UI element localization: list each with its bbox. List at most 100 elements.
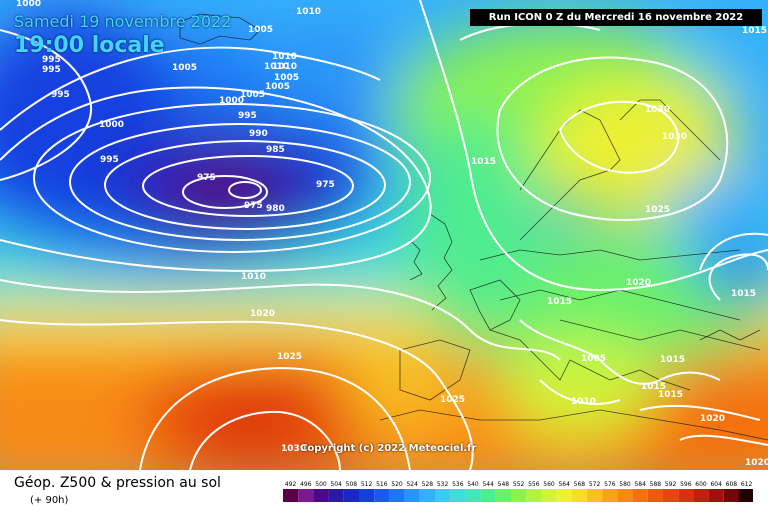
legend-swatch: [526, 489, 542, 502]
isobar-label: 1015: [731, 289, 756, 299]
legend-swatch: [663, 489, 679, 502]
isobar-label: 1015: [471, 157, 496, 167]
isobar-label: 995: [51, 90, 70, 100]
isobar-label: 1020: [250, 309, 275, 319]
isobar-label: 1020: [700, 414, 725, 424]
isobar-label: 1010: [272, 52, 297, 62]
legend-swatch: [283, 489, 299, 502]
isobar-label: 975: [197, 173, 216, 183]
legend-value: 588: [650, 481, 662, 488]
lead-time: (+ 90h): [30, 495, 69, 506]
legend-value: 600: [695, 481, 707, 488]
isobar-label-top-right: 1015: [742, 26, 767, 36]
isobar-label: 1015: [658, 390, 683, 400]
isobar-label: 1015: [660, 355, 685, 365]
legend-value: 608: [726, 481, 738, 488]
isobar-label: 1005: [581, 354, 606, 364]
isobar-label: 1015: [547, 297, 572, 307]
isobar-label: 975: [244, 201, 263, 211]
legend-value: 592: [665, 481, 677, 488]
forecast-date: Samedi 19 novembre 2022: [14, 12, 232, 31]
legend-swatch: [647, 489, 663, 502]
legend-swatch: [708, 489, 724, 502]
coastlines: [179, 13, 768, 441]
isobar-label: 1000: [219, 96, 244, 106]
isobar-label: 995: [42, 55, 61, 65]
legend-swatch: [632, 489, 648, 502]
isobar-label: 1015: [641, 382, 666, 392]
color-legend: 492 496 500 504 508 512 516 520 524 528 532 536 540 5…: [283, 481, 753, 502]
legend-swatch: [404, 489, 420, 502]
isobar-label: 1010: [241, 272, 266, 282]
model-run-banner: Run ICON 0 Z du Mercredi 16 novembre 202…: [470, 9, 762, 26]
legend-value: 508: [346, 481, 358, 488]
legend-swatch: [693, 489, 709, 502]
legend-swatch: [723, 489, 739, 502]
legend-value: 548: [498, 481, 510, 488]
legend-value: 552: [513, 481, 525, 488]
legend-value: 560: [543, 481, 555, 488]
isobar-label: 1010: [296, 7, 321, 17]
forecast-time: 19:00 locale: [14, 33, 165, 58]
isobar-label: 1010: [571, 397, 596, 407]
isobar-label: 1020: [626, 278, 651, 288]
isobar-label: 1010: [272, 62, 297, 72]
isobar-label: 995: [238, 111, 257, 121]
legend-swatch: [389, 489, 405, 502]
legend-value: 540: [467, 481, 479, 488]
legend-value: 528: [422, 481, 434, 488]
isobar-label: 1005: [265, 82, 290, 92]
legend-value: 564: [558, 481, 570, 488]
legend-swatch: [495, 489, 511, 502]
legend-swatch: [328, 489, 344, 502]
isobar-label: 1030: [645, 105, 670, 115]
isobar-label: 985: [266, 145, 285, 155]
isobar-label: 995: [100, 155, 119, 165]
footer-bar: Géop. Z500 & pression au sol (+ 90h) 492…: [0, 470, 768, 512]
isobar-label: 1000: [16, 0, 41, 9]
legend-value: 568: [574, 481, 586, 488]
legend-value: 512: [361, 481, 373, 488]
isobar-label: 1005: [274, 73, 299, 83]
legend-value: 580: [619, 481, 631, 488]
legend-swatch: [678, 489, 694, 502]
legend-value: 556: [528, 481, 540, 488]
legend-swatch: [480, 489, 496, 502]
legend-swatch: [617, 489, 633, 502]
legend-swatch: [556, 489, 572, 502]
legend-swatch: [313, 489, 329, 502]
legend-value: 612: [741, 481, 753, 488]
isobar-label: 1025: [645, 205, 670, 215]
legend-swatch: [359, 489, 375, 502]
legend-value: 596: [680, 481, 692, 488]
legend-swatch: [541, 489, 557, 502]
legend-value: 572: [589, 481, 601, 488]
legend-value: 492: [285, 481, 297, 488]
isobar-label: 1030: [281, 444, 306, 454]
legend-swatch: [739, 489, 753, 502]
legend-swatch: [450, 489, 466, 502]
legend-value: 584: [634, 481, 646, 488]
legend-swatch: [343, 489, 359, 502]
legend-value: 532: [437, 481, 449, 488]
product-title: Géop. Z500 & pression au sol: [14, 475, 221, 491]
isobar-label: 1025: [440, 395, 465, 405]
legend-value: 496: [300, 481, 312, 488]
isobar-label: 1005: [240, 90, 265, 100]
isobar-labels: 1000101010059959959951005101010101010100…: [16, 0, 768, 468]
legend-swatch: [571, 489, 587, 502]
isobar-label: 1005: [248, 25, 273, 35]
model-run-text: Run ICON 0 Z du Mercredi 16 novembre 202…: [488, 12, 744, 23]
legend-swatch: [374, 489, 390, 502]
legend-value: 544: [482, 481, 494, 488]
legend-swatch: [298, 489, 314, 502]
legend-swatch: [602, 489, 618, 502]
legend-swatch: [465, 489, 481, 502]
legend-value: 604: [710, 481, 722, 488]
isobar-label: 1030: [662, 132, 687, 142]
legend-value: 500: [315, 481, 327, 488]
isobar-label: 1005: [172, 63, 197, 73]
copyright-notice: Copyright (c) 2022 Meteociel.fr: [300, 443, 477, 454]
isobar-label: 1025: [277, 352, 302, 362]
